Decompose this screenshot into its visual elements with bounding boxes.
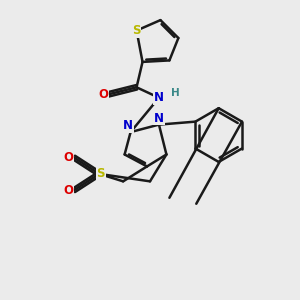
Text: O: O [99, 88, 109, 101]
Text: O: O [64, 184, 74, 197]
Text: O: O [64, 151, 74, 164]
Text: N: N [123, 119, 133, 132]
Text: N: N [154, 91, 164, 104]
Text: S: S [97, 167, 105, 180]
Text: S: S [132, 24, 141, 37]
Text: H: H [171, 88, 180, 98]
Text: N: N [154, 112, 164, 124]
